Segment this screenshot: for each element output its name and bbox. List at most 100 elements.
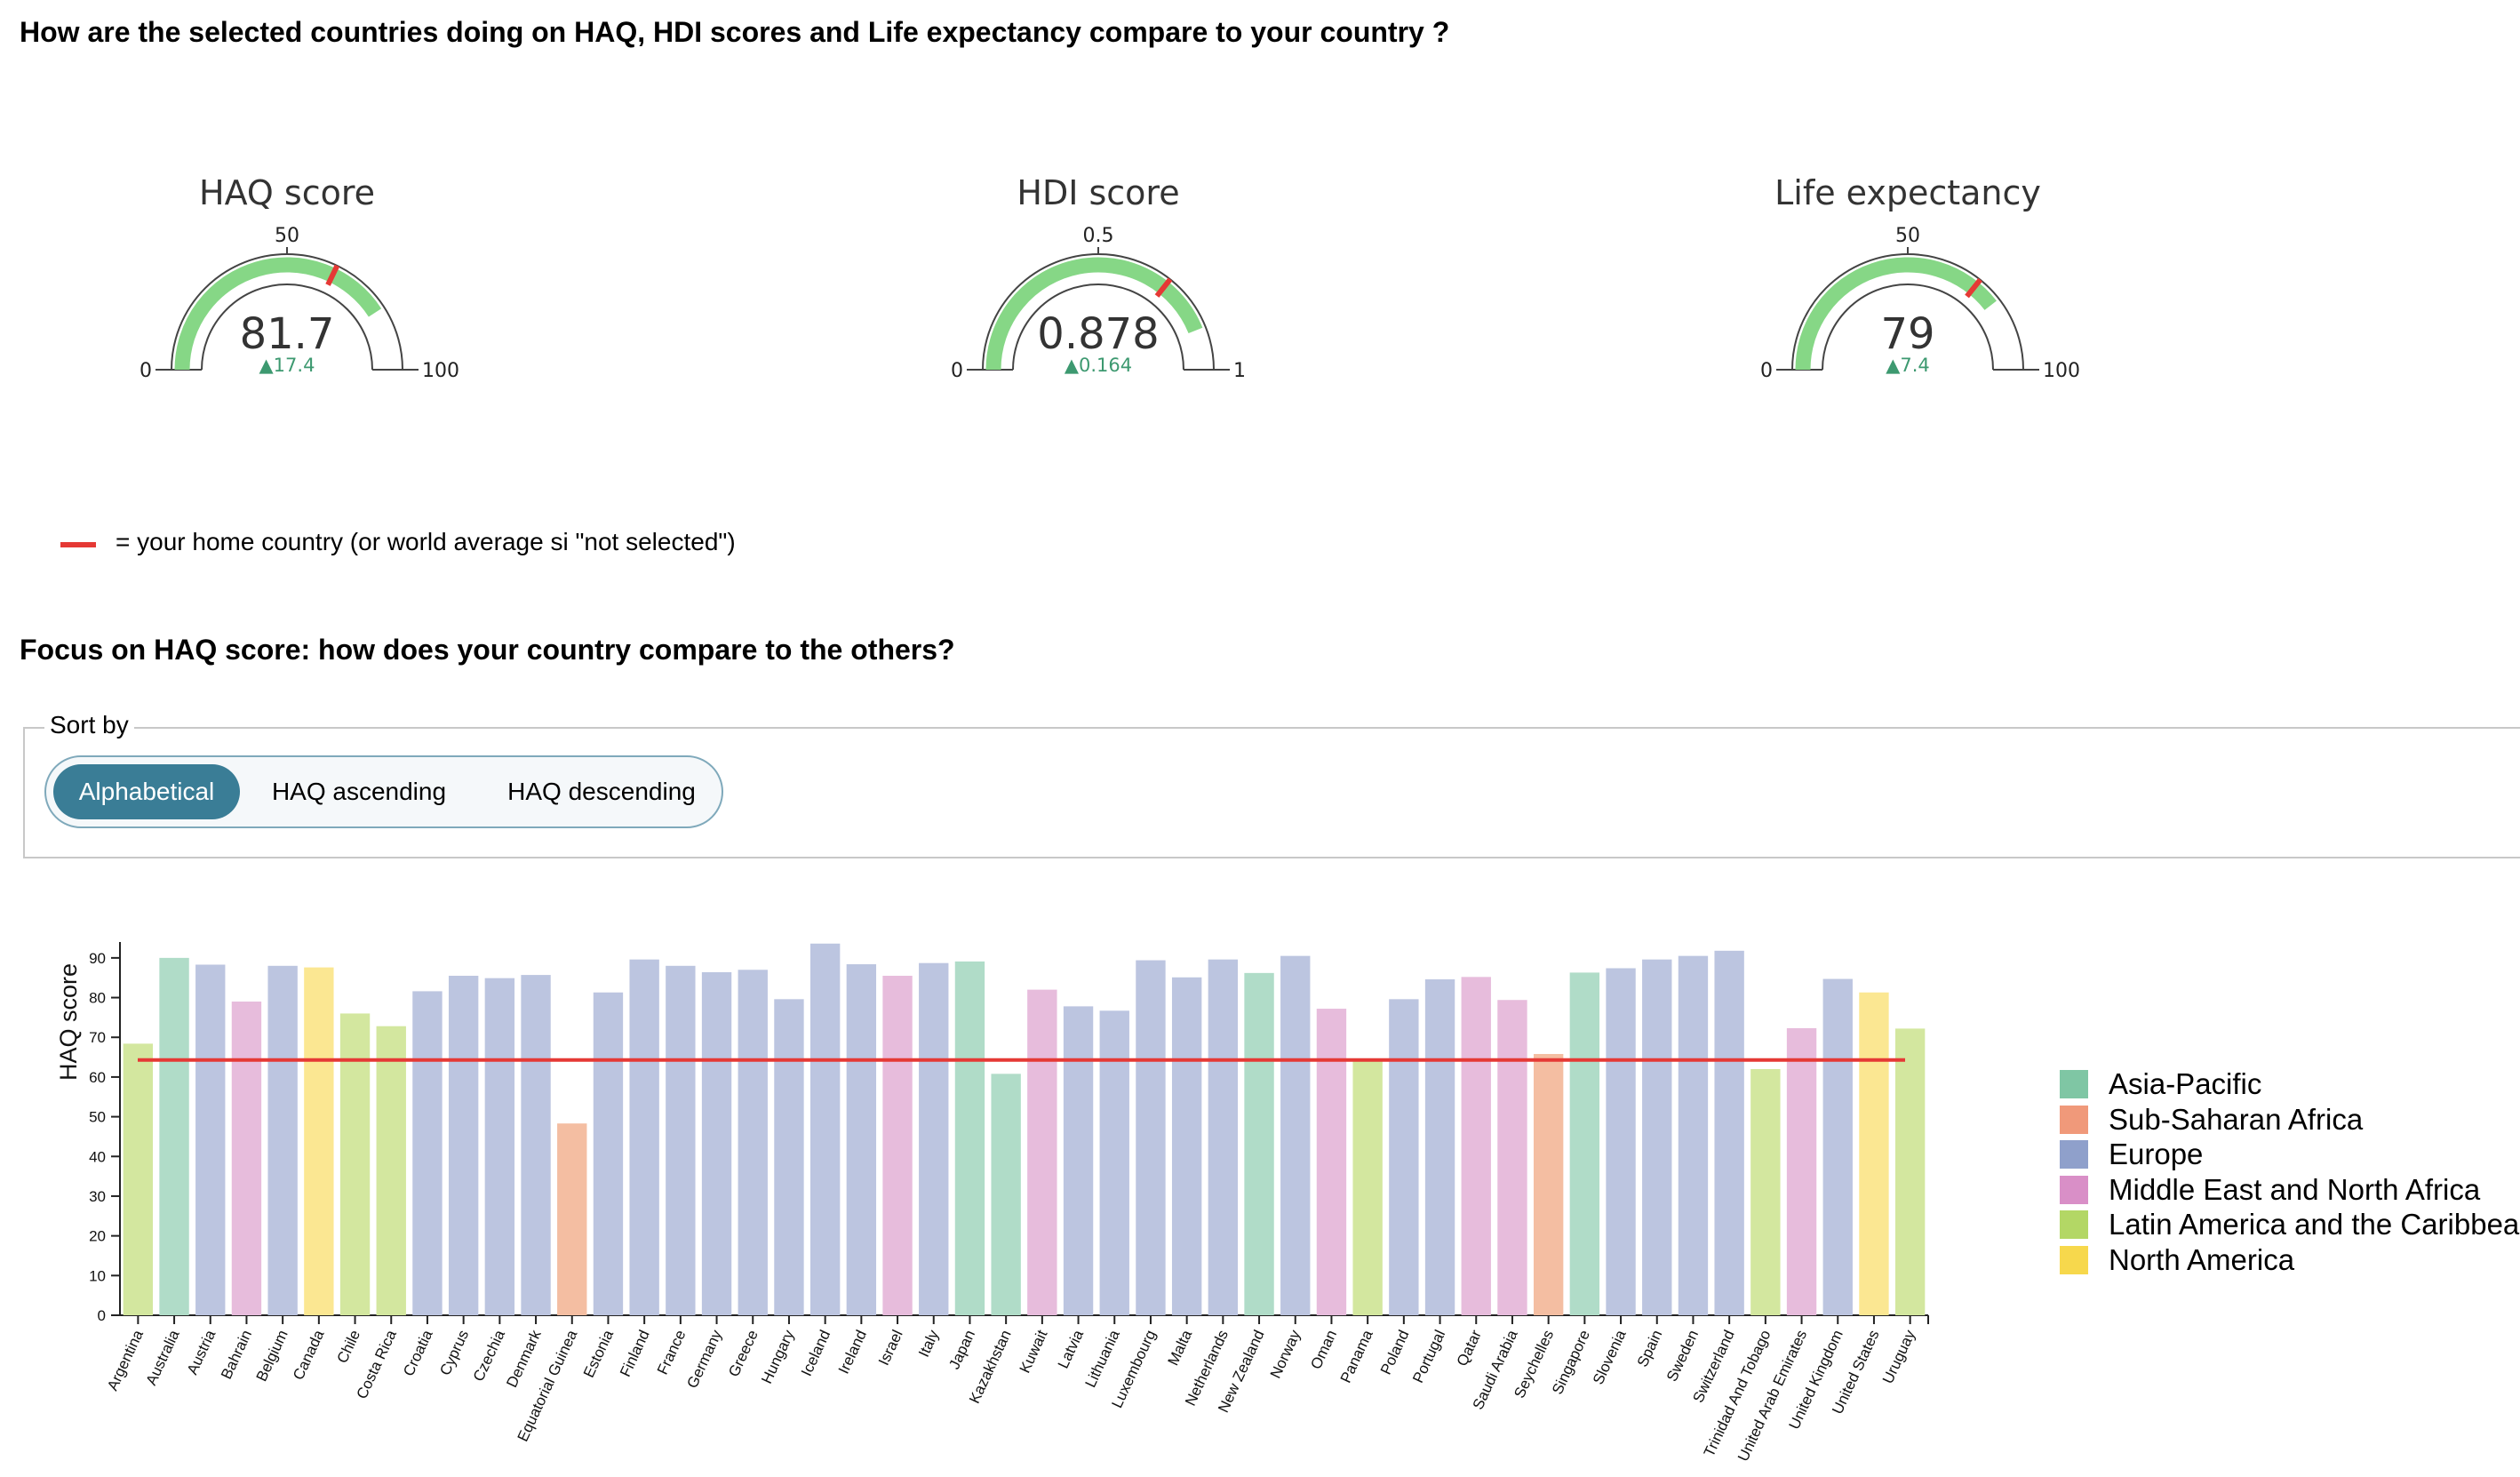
gauge-mid-label: 0.5 bbox=[1083, 225, 1114, 247]
x-tick-label: Chile bbox=[334, 1328, 364, 1366]
bar[interactable] bbox=[159, 957, 189, 1315]
bar[interactable] bbox=[1171, 977, 1202, 1315]
gauge-life-expectancy: 0 100 50 79▲7.4 bbox=[1760, 225, 2080, 382]
bar[interactable] bbox=[484, 978, 515, 1315]
bar[interactable] bbox=[1894, 1028, 1926, 1315]
bar[interactable] bbox=[882, 975, 913, 1315]
bar[interactable] bbox=[123, 1043, 154, 1315]
sort-fieldset bbox=[23, 727, 2520, 858]
gauge-frame-outer bbox=[171, 253, 403, 371]
bar[interactable] bbox=[521, 975, 551, 1315]
x-tick-label: Estonia bbox=[580, 1327, 617, 1380]
bar[interactable] bbox=[809, 943, 841, 1315]
bar[interactable] bbox=[1786, 1027, 1817, 1315]
gauge-min-label: 0 bbox=[140, 360, 152, 382]
bar[interactable] bbox=[1678, 955, 1709, 1315]
bar[interactable] bbox=[304, 967, 334, 1315]
sort-legend: Sort by bbox=[44, 711, 134, 739]
region-swatch bbox=[2060, 1140, 2088, 1169]
bar[interactable] bbox=[1714, 950, 1744, 1315]
region-label: Asia-Pacific bbox=[2109, 1067, 2262, 1100]
sort-haq-descending-button[interactable]: HAQ descending bbox=[507, 778, 696, 805]
gauge-max-label: 100 bbox=[2043, 360, 2080, 382]
bar[interactable] bbox=[1569, 972, 1600, 1315]
bar[interactable] bbox=[1136, 960, 1166, 1315]
gauge-frame-outer bbox=[982, 253, 1215, 371]
bar[interactable] bbox=[1642, 959, 1672, 1315]
bar[interactable] bbox=[1822, 978, 1853, 1315]
y-tick-label: 30 bbox=[89, 1188, 106, 1205]
gauge-delta: ▲7.4 bbox=[1886, 355, 1930, 376]
x-tick-label: Kuwait bbox=[1017, 1327, 1051, 1376]
gauge-frame-inner bbox=[1822, 283, 1994, 371]
x-tick-label: Israel bbox=[875, 1328, 906, 1369]
bar[interactable] bbox=[991, 1074, 1021, 1315]
bar[interactable] bbox=[1244, 972, 1274, 1315]
bar[interactable] bbox=[1208, 959, 1239, 1315]
gauge-value: 0.878 bbox=[1037, 309, 1159, 359]
region-label: Europe bbox=[2109, 1138, 2204, 1170]
gauge-max-label: 100 bbox=[422, 360, 459, 382]
bar[interactable] bbox=[1497, 1000, 1527, 1315]
bar[interactable] bbox=[1280, 955, 1311, 1315]
bar[interactable] bbox=[1533, 1054, 1564, 1315]
y-tick-label: 0 bbox=[98, 1307, 106, 1324]
bar[interactable] bbox=[919, 962, 949, 1315]
gauge-delta: ▲17.4 bbox=[259, 355, 315, 376]
gauge-frame-outer bbox=[1791, 253, 2024, 371]
bar[interactable] bbox=[448, 975, 479, 1315]
bar[interactable] bbox=[1027, 989, 1057, 1315]
bar[interactable] bbox=[1606, 968, 1636, 1315]
bar[interactable] bbox=[1316, 1009, 1347, 1315]
region-label: Middle East and North Africa bbox=[2109, 1172, 2481, 1206]
bar[interactable] bbox=[1424, 979, 1455, 1315]
x-tick-label: Finland bbox=[617, 1328, 653, 1380]
bar[interactable] bbox=[666, 965, 696, 1315]
gauge-title-life-expectancy: Life expectancy bbox=[1774, 173, 2041, 212]
bar[interactable] bbox=[1389, 999, 1419, 1315]
bar[interactable] bbox=[1461, 977, 1491, 1315]
x-tick-label: Canada bbox=[290, 1327, 328, 1382]
bar[interactable] bbox=[774, 999, 804, 1315]
gauge-value: 81.7 bbox=[240, 309, 335, 359]
sort-haq-ascending-button[interactable]: HAQ ascending bbox=[271, 778, 447, 805]
bar[interactable] bbox=[1063, 1006, 1094, 1315]
x-tick-label: Uruguay bbox=[1879, 1327, 1919, 1386]
page-title: How are the selected countries doing on … bbox=[20, 16, 1450, 48]
gauge-reference-marker bbox=[1965, 277, 1982, 299]
sort-alphabetical-button[interactable]: Alphabetical bbox=[53, 764, 240, 819]
x-tick-label: Sweden bbox=[1663, 1328, 1702, 1385]
bar[interactable] bbox=[195, 964, 226, 1315]
region-label: Sub-Saharan Africa bbox=[2109, 1102, 2364, 1136]
y-tick-label: 10 bbox=[89, 1267, 106, 1284]
bar[interactable] bbox=[629, 959, 659, 1315]
bar[interactable] bbox=[557, 1123, 587, 1315]
gauge-reference-marker bbox=[1154, 277, 1173, 298]
x-tick-label: Japan bbox=[945, 1328, 978, 1372]
bar[interactable] bbox=[1750, 1068, 1781, 1315]
bar[interactable] bbox=[412, 991, 443, 1315]
x-tick-label: Spain bbox=[1634, 1328, 1666, 1369]
x-tick-label: Bahrain bbox=[218, 1328, 255, 1382]
bar[interactable] bbox=[701, 971, 732, 1315]
x-tick-label: Denmark bbox=[503, 1327, 545, 1390]
bar[interactable] bbox=[846, 964, 877, 1315]
bar[interactable] bbox=[738, 970, 768, 1315]
x-tick-label: Latvia bbox=[1055, 1327, 1088, 1371]
sort-toggle-group: Alphabetical HAQ ascending HAQ descendin… bbox=[44, 755, 723, 828]
bar[interactable] bbox=[1859, 992, 1889, 1315]
x-tick-label: Croatia bbox=[400, 1327, 436, 1378]
x-tick-label: France bbox=[654, 1328, 690, 1377]
bar[interactable] bbox=[376, 1026, 406, 1315]
x-tick-label: Belgium bbox=[253, 1328, 291, 1385]
bar[interactable] bbox=[231, 1002, 262, 1315]
bar[interactable] bbox=[339, 1013, 371, 1315]
bar[interactable] bbox=[1099, 1010, 1129, 1315]
bar[interactable] bbox=[593, 992, 624, 1315]
bar[interactable] bbox=[954, 961, 985, 1315]
x-tick-label: Poland bbox=[1377, 1328, 1413, 1377]
region-swatch bbox=[2060, 1105, 2088, 1134]
bar[interactable] bbox=[1352, 1059, 1383, 1315]
bar[interactable] bbox=[267, 965, 298, 1315]
